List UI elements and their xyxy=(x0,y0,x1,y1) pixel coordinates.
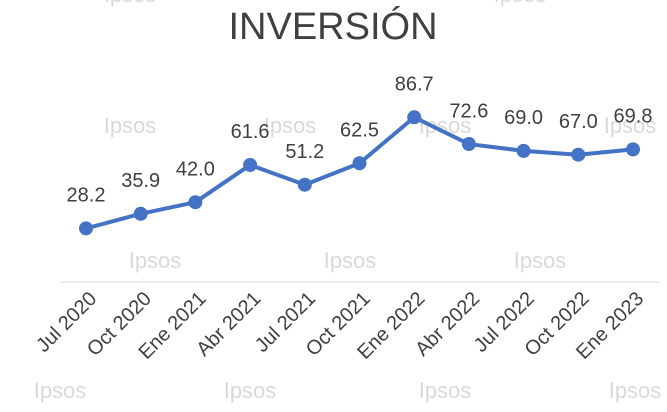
marker xyxy=(243,157,258,172)
watermark: Ipsos xyxy=(104,113,157,138)
marker xyxy=(133,206,148,221)
marker xyxy=(188,195,203,210)
data-label: 61.6 xyxy=(231,121,270,143)
marker xyxy=(571,147,586,162)
watermark: Ipsos xyxy=(324,248,377,273)
marker xyxy=(461,137,476,152)
watermark: Ipsos xyxy=(609,378,662,403)
chart-title: INVERSIÓN xyxy=(228,5,437,48)
data-label: 42.0 xyxy=(176,158,215,180)
marker xyxy=(352,156,367,171)
marker xyxy=(79,221,93,236)
data-label: 28.2 xyxy=(67,185,106,207)
marker xyxy=(297,177,312,192)
watermark: Ipsos xyxy=(224,378,277,403)
watermark: Ipsos xyxy=(419,378,472,403)
watermark: Ipsos xyxy=(514,248,567,273)
data-label: 86.7 xyxy=(395,74,434,96)
watermark: Ipsos xyxy=(34,378,87,403)
marker xyxy=(626,142,640,157)
watermark: Ipsos xyxy=(264,113,317,138)
data-label: 62.5 xyxy=(340,120,379,142)
data-label: 35.9 xyxy=(121,170,160,192)
data-label: 51.2 xyxy=(285,141,324,163)
data-label: 67.0 xyxy=(559,111,598,133)
watermark: Ipsos xyxy=(604,113,657,138)
watermark: Ipsos xyxy=(129,248,182,273)
marker xyxy=(516,143,531,158)
watermark: Ipsos xyxy=(494,0,547,7)
watermark: Ipsos xyxy=(104,0,157,7)
data-label: 72.6 xyxy=(449,100,488,122)
data-label: 69.0 xyxy=(504,107,543,129)
data-label: 69.8 xyxy=(614,106,653,128)
marker xyxy=(407,110,422,125)
